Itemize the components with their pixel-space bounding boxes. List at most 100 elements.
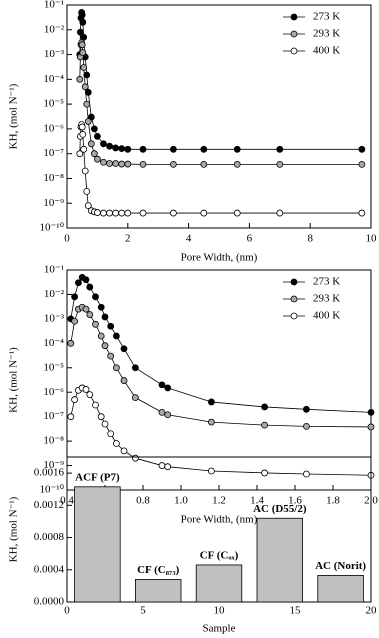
data-point [71, 396, 78, 403]
y-tick-label: 0.0004 [34, 563, 65, 575]
y-tick-label: 10⁻¹ [44, 264, 64, 276]
data-point [80, 145, 88, 153]
data-point [158, 381, 166, 389]
y-tick-label: 10⁻² [44, 23, 65, 35]
data-point [106, 209, 113, 217]
y-axis-label: KH, (mol N⁻¹) [8, 347, 20, 413]
data-point [207, 467, 215, 475]
data-point [79, 49, 87, 56]
data-point [80, 64, 88, 71]
y-tick-label: 0.0016 [34, 467, 65, 479]
data-point [276, 209, 284, 217]
data-point [124, 209, 132, 217]
data-point [84, 202, 92, 210]
data-point [233, 160, 241, 168]
data-point [82, 305, 90, 313]
y-tick-label: 10⁻⁹ [43, 197, 64, 209]
data-point [139, 160, 147, 168]
data-point [139, 145, 147, 153]
data-point [94, 209, 101, 216]
data-point [92, 401, 99, 409]
data-point [118, 145, 126, 153]
data-point [87, 140, 95, 148]
data-point [169, 160, 177, 168]
data-point [233, 209, 241, 217]
data-point [106, 142, 113, 150]
y-tick-label: 10⁻³ [44, 312, 65, 324]
y-tick-label: 10⁻⁴ [43, 337, 64, 349]
x-tick-label: 15 [290, 605, 302, 617]
data-point [78, 41, 86, 49]
data-point [131, 394, 139, 402]
data-point [83, 188, 91, 195]
data-point [90, 125, 98, 133]
legend-marker [290, 295, 298, 303]
data-point [118, 160, 126, 168]
data-point [107, 322, 115, 330]
bar [74, 486, 121, 603]
bar-label: CF (C₈₇₃) [137, 564, 180, 576]
data-point [83, 100, 91, 108]
data-point [302, 422, 310, 430]
data-point [233, 145, 241, 153]
data-point [86, 283, 94, 291]
data-point [120, 345, 128, 353]
data-point [112, 209, 120, 217]
x-axis-label: Pore Width, (nm) [181, 514, 258, 526]
y-tick-label: 10⁻⁷ [43, 410, 64, 422]
data-point [113, 440, 120, 447]
y-tick-label: 10⁻¹ [44, 0, 64, 11]
y-tick-label: 10⁻⁶ [43, 386, 64, 398]
data-point [118, 209, 126, 217]
y-tick-label: 10⁻⁸ [43, 435, 64, 447]
data-point [67, 413, 75, 421]
x-tick-label: 0.8 [136, 495, 150, 507]
x-tick-label: 1.8 [326, 495, 340, 507]
x-tick-label: 1.2 [212, 495, 226, 507]
data-point [97, 413, 105, 421]
data-point [75, 279, 82, 287]
data-point [86, 311, 94, 318]
bar-label: AC (Norit) [315, 560, 366, 572]
data-point [107, 430, 115, 438]
y-tick-label: 10⁻² [44, 288, 65, 300]
data-point [112, 144, 120, 152]
data-point [106, 160, 113, 167]
y-tick-label: 10⁻⁴ [43, 73, 64, 85]
data-point [97, 332, 105, 340]
y-tick-label: 10⁻¹⁰ [39, 222, 64, 234]
data-point [94, 132, 101, 140]
data-point [92, 320, 99, 328]
legend-marker [290, 278, 298, 286]
x-tick-label: 6 [247, 233, 253, 245]
x-axis-label: Sample [203, 623, 236, 635]
data-point [113, 332, 120, 340]
data-point [82, 386, 90, 393]
legend-marker [290, 13, 298, 21]
y-tick-label: 10⁻⁵ [43, 361, 64, 373]
data-point [358, 209, 366, 217]
series-line [70, 387, 372, 476]
bar-label: AC (D55/2) [253, 503, 307, 515]
data-point [261, 469, 269, 477]
y-tick-label: 10⁻³ [44, 48, 65, 60]
legend-label: 400 K [313, 45, 340, 57]
data-point [76, 28, 84, 36]
data-point [358, 160, 366, 168]
series-line [79, 124, 362, 214]
data-point [112, 160, 120, 167]
data-point [367, 423, 375, 431]
data-point [71, 293, 78, 301]
y-axis-label: KH, (mol N⁻¹) [8, 496, 20, 562]
data-point [169, 209, 177, 217]
data-point [82, 276, 90, 284]
data-point [124, 160, 132, 168]
x-tick-label: 1.4 [250, 495, 264, 507]
data-point [276, 160, 284, 168]
bar-label: CF (Cₒₓ) [200, 549, 239, 561]
y-tick-label: 10⁻¹⁰ [39, 484, 64, 496]
data-point [97, 303, 105, 311]
x-tick-label: 2 [125, 233, 131, 245]
data-point [78, 11, 86, 19]
